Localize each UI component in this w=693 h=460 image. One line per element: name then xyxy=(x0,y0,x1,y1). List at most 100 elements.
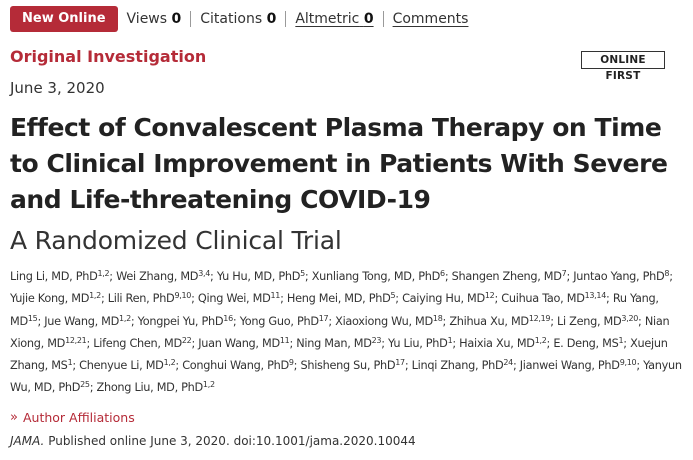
author-link[interactable]: Xunliang Tong, MD, PhD6 xyxy=(311,269,445,284)
author-affiliation-number: 9,10 xyxy=(174,291,192,301)
author-link[interactable]: Caiying Hu, MD12 xyxy=(402,291,495,306)
author-name: Shangen Zheng, MD xyxy=(451,270,562,283)
author-link[interactable]: Juan Wang, MD11 xyxy=(198,335,290,350)
article-title: Effect of Convalescent Plasma Therapy on… xyxy=(10,113,668,214)
author-name: Yu Liu, PhD xyxy=(388,336,448,350)
author-affiliations-toggle[interactable]: » Author Affiliations xyxy=(10,410,135,425)
author-name: Chenyue Li, MD xyxy=(79,359,164,373)
citation-line: JAMA. Published online June 3, 2020. doi… xyxy=(10,434,416,448)
author-link[interactable]: Ru Yang, MD15 xyxy=(10,292,659,327)
author-affiliation-number: 9,10 xyxy=(619,358,637,368)
author-name: Wei Zhang, MD xyxy=(116,270,199,283)
author-affiliation-number: 17 xyxy=(318,313,329,323)
author-link[interactable]: E. Deng, MS1 xyxy=(553,335,624,350)
author-link[interactable]: Yanyun Wu, MD, PhD25 xyxy=(10,359,682,394)
author-affiliation-number: 11 xyxy=(270,291,281,301)
author-name: Juntao Yang, PhD xyxy=(573,270,665,283)
author-affiliation-number: 5 xyxy=(300,269,305,278)
author-link[interactable]: Zhihua Xu, MD12,19 xyxy=(449,314,550,328)
author-name: Heng Mei, MD, PhD xyxy=(286,292,391,306)
author-name: Xuejun Zhang, MS xyxy=(10,336,668,373)
author-affiliation-number: 1 xyxy=(447,335,453,345)
author-link[interactable]: Cuihua Tao, MD13,14 xyxy=(501,291,607,306)
author-link[interactable]: Conghui Wang, PhD9 xyxy=(182,358,294,373)
article-metrics-bar: New Online Views 0 Citations 0 Altmetric… xyxy=(10,5,477,33)
author-affiliation-number: 1 xyxy=(67,358,73,368)
author-link[interactable]: Wei Zhang, MD3,4 xyxy=(116,269,211,284)
author-link[interactable]: Jianwei Wang, PhD9,10 xyxy=(519,358,637,373)
author-name: Linqi Zhang, PhD xyxy=(411,359,504,373)
author-link[interactable]: Yongpei Yu, PhD16 xyxy=(137,313,234,328)
author-link[interactable]: Jue Wang, MD1,2 xyxy=(44,313,131,328)
author-affiliation-number: 1 xyxy=(618,335,624,345)
author-name: Yongpei Yu, PhD xyxy=(137,314,224,328)
author-name: Shisheng Su, PhD xyxy=(300,359,396,373)
author-link[interactable]: Li Zeng, MD3,20 xyxy=(557,313,639,328)
author-link[interactable]: Heng Mei, MD, PhD5 xyxy=(286,292,396,306)
altmetric-label: Altmetric xyxy=(295,11,360,27)
author-name: Yanyun Wu, MD, PhD xyxy=(10,359,682,395)
altmetric-link[interactable]: Altmetric 0 xyxy=(286,11,382,27)
citations-label: Citations xyxy=(200,11,263,27)
author-affiliation-number: 1,2 xyxy=(89,291,101,301)
author-link[interactable]: Yong Guo, PhD17 xyxy=(239,313,329,328)
author-link[interactable]: Zhong Liu, MD, PhD1,2 xyxy=(97,380,216,395)
views-metric: Views 0 xyxy=(118,11,191,27)
author-link[interactable]: Yu Liu, PhD1 xyxy=(388,335,453,350)
author-affiliation-number: 8 xyxy=(664,269,670,278)
author-link[interactable]: Linqi Zhang, PhD24 xyxy=(411,359,514,373)
author-link[interactable]: Xiaoxiong Wu, MD18 xyxy=(335,313,443,328)
author-name: Xiaoxiong Wu, MD xyxy=(335,314,433,328)
author-link[interactable]: Ling Li, MD, PhD1,2 xyxy=(10,270,110,284)
new-online-badge: New Online xyxy=(10,6,118,32)
author-name: Haixia Xu, MD xyxy=(459,336,535,350)
author-name: Yujie Kong, MD xyxy=(10,292,90,306)
article-type-label: Original Investigation xyxy=(10,47,207,66)
publication-date: June 3, 2020 xyxy=(10,79,105,97)
author-affiliation-number: 6 xyxy=(440,269,445,278)
article-subtitle: A Randomized Clinical Trial xyxy=(10,226,342,255)
author-name: Juan Wang, MD xyxy=(198,336,280,350)
author-link[interactable]: Lili Ren, PhD9,10 xyxy=(107,291,192,306)
author-name: Lili Ren, PhD xyxy=(107,292,175,306)
author-name: Yong Guo, PhD xyxy=(239,314,319,328)
author-name: Qing Wei, MD xyxy=(197,292,271,306)
author-affiliation-number: 3,4 xyxy=(198,269,211,278)
author-affiliation-number: 18 xyxy=(432,313,443,323)
author-name: Nian Xiong, MD xyxy=(10,314,670,350)
comments-link[interactable]: Comments xyxy=(392,11,469,27)
author-affiliation-number: 1,2 xyxy=(119,313,131,323)
author-affiliation-number: 13,14 xyxy=(584,291,607,301)
author-link[interactable]: Lifeng Chen, MD22 xyxy=(93,336,191,350)
author-link[interactable]: Yu Hu, MD, PhD5 xyxy=(217,269,305,284)
author-affiliation-number: 1,2 xyxy=(534,335,547,345)
author-affiliation-number: 12 xyxy=(484,291,495,301)
author-link[interactable]: Chenyue Li, MD1,2 xyxy=(79,359,176,373)
author-link[interactable]: Shangen Zheng, MD7 xyxy=(451,269,567,284)
author-affiliation-number: 16 xyxy=(223,313,233,323)
author-link[interactable]: Ning Man, MD23 xyxy=(296,336,381,350)
author-name: Jianwei Wang, PhD xyxy=(519,359,620,373)
author-name: Li Zeng, MD xyxy=(557,314,622,328)
author-link[interactable]: Nian Xiong, MD12,21 xyxy=(10,314,670,350)
author-name: Ning Man, MD xyxy=(296,336,372,350)
author-affiliation-number: 9 xyxy=(288,358,294,368)
author-affiliation-number: 7 xyxy=(561,269,567,278)
author-link[interactable]: Yujie Kong, MD1,2 xyxy=(10,291,101,306)
divider xyxy=(190,11,192,27)
author-name: Xunliang Tong, MD, PhD xyxy=(311,270,441,283)
author-affiliation-number: 11 xyxy=(279,335,290,345)
author-link[interactable]: Xuejun Zhang, MS1 xyxy=(10,337,668,372)
author-link[interactable]: Juntao Yang, PhD8 xyxy=(573,269,670,284)
author-name: Zhihua Xu, MD xyxy=(449,314,529,328)
citations-count: 0 xyxy=(266,11,277,27)
views-count: 0 xyxy=(171,11,182,27)
author-link[interactable]: Shisheng Su, PhD17 xyxy=(300,359,405,373)
author-link[interactable]: Qing Wei, MD11 xyxy=(197,291,281,306)
author-affiliation-number: 3,20 xyxy=(621,313,639,323)
author-link[interactable]: Haixia Xu, MD1,2 xyxy=(459,335,547,350)
author-affiliations-label: Author Affiliations xyxy=(22,410,135,425)
citations-metric: Citations 0 xyxy=(191,11,285,27)
author-affiliation-number: 1,2 xyxy=(202,380,215,390)
author-name: Ru Yang, MD xyxy=(10,292,659,328)
